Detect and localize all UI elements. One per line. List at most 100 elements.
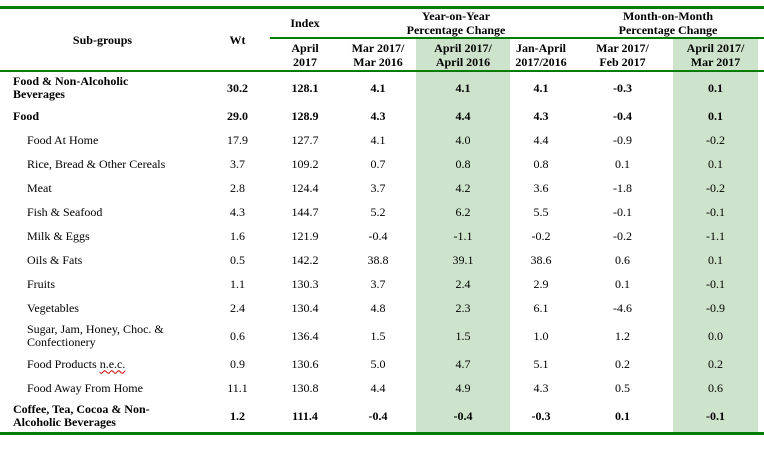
value-cell: -4.6 bbox=[613, 300, 632, 315]
value-cell: 109.2 bbox=[291, 156, 319, 171]
value-cell: 142.2 bbox=[291, 252, 319, 267]
value-cell: 3.6 bbox=[533, 180, 549, 195]
row-filler-cell bbox=[758, 152, 764, 176]
value-cell: 111.4 bbox=[292, 408, 318, 423]
value-cell: 5.2 bbox=[370, 204, 386, 219]
value-cell: 2.4 bbox=[230, 300, 245, 315]
value-cell: 1.0 bbox=[533, 328, 549, 343]
row-filler-cell bbox=[758, 200, 764, 224]
value-cell: 2.9 bbox=[533, 276, 549, 291]
column-header-april2017-april2016: April 2017/ April 2016 bbox=[416, 38, 510, 72]
value-cell: 3.7 bbox=[370, 276, 386, 291]
subgroup-name: Food & Non-Alcoholic bbox=[13, 74, 129, 88]
header-group-row: Sub-groups Wt Index Year-on-Year Percent… bbox=[0, 7, 764, 72]
value-cell: 3.7 bbox=[370, 180, 386, 195]
value-cell: 130.8 bbox=[291, 380, 319, 395]
column-header-april-2017: April 2017 bbox=[270, 38, 340, 72]
value-cell: 0.2 bbox=[673, 352, 758, 376]
value-cell: 0.5 bbox=[615, 380, 630, 395]
value-cell: 5.1 bbox=[533, 356, 549, 371]
subgroup-name-line2: Beverages bbox=[13, 87, 65, 101]
value-cell: -0.1 bbox=[673, 400, 758, 434]
value-cell: 38.8 bbox=[367, 252, 389, 267]
group-header-yoy-line1: Year-on-Year bbox=[421, 9, 491, 23]
value-cell: 0.8 bbox=[533, 156, 549, 171]
value-cell: 130.4 bbox=[291, 300, 319, 315]
table-row: Milk & Eggs 1.6 121.9 -0.4 -1.1 -0.2 -0.2 -1.1 bbox=[0, 224, 764, 248]
value-cell: 1.2 bbox=[615, 328, 630, 343]
value-cell: 128.9 bbox=[291, 108, 319, 123]
value-cell: 5.5 bbox=[533, 204, 549, 219]
value-cell: 0.8 bbox=[416, 152, 510, 176]
value-cell: -0.4 bbox=[368, 408, 388, 423]
value-cell: 128.1 bbox=[291, 80, 319, 95]
value-cell: 6.1 bbox=[533, 300, 549, 315]
group-header-mom-line2: Percentage Change bbox=[618, 23, 718, 37]
value-cell: 0.6 bbox=[615, 252, 630, 267]
value-cell: 2.4 bbox=[416, 272, 510, 296]
value-cell: 11.1 bbox=[227, 380, 248, 395]
value-cell: 1.5 bbox=[370, 328, 386, 343]
value-cell: 4.3 bbox=[230, 204, 245, 219]
subgroup-name-cell: Food & Non-Alcoholic Beverages bbox=[0, 71, 205, 104]
subgroup-name-cell: Fish & Seafood bbox=[0, 200, 205, 224]
value-cell: 4.1 bbox=[416, 71, 510, 104]
value-cell: 0.1 bbox=[673, 152, 758, 176]
subgroup-name: Food At Home bbox=[27, 132, 99, 147]
value-cell: 4.4 bbox=[416, 104, 510, 128]
value-cell: 130.3 bbox=[291, 276, 319, 291]
subgroup-name-cell: Food Away From Home bbox=[0, 376, 205, 400]
value-cell: 1.5 bbox=[416, 320, 510, 352]
header-subcolumn-row: April 2017 Mar 2017/ Mar 2016 April 2017… bbox=[0, 38, 764, 72]
subgroup-name-cell: Food bbox=[0, 104, 205, 128]
value-cell: 136.4 bbox=[291, 328, 319, 343]
value-cell: -1.1 bbox=[673, 224, 758, 248]
row-filler-cell bbox=[758, 352, 764, 376]
row-filler-cell bbox=[758, 400, 764, 434]
row-filler-cell bbox=[758, 320, 764, 352]
value-cell: -0.1 bbox=[673, 272, 758, 296]
value-cell: -0.2 bbox=[531, 228, 551, 243]
value-cell: -0.1 bbox=[673, 200, 758, 224]
value-cell: 29.0 bbox=[227, 108, 248, 123]
value-cell: 4.1 bbox=[370, 80, 386, 95]
table-row: Food At Home 17.9 127.7 4.1 4.0 4.4 -0.9 -0.2 bbox=[0, 128, 764, 152]
table-row: Vegetables 2.4 130.4 4.8 2.3 6.1 -4.6 -0.9 bbox=[0, 296, 764, 320]
subgroup-name: Food Products bbox=[27, 356, 97, 371]
value-cell: 4.9 bbox=[416, 376, 510, 400]
table-row: Food Products n.e.c. 0.9 130.6 5.0 4.7 5.1 0.2… bbox=[0, 352, 764, 376]
subgroup-name-cell: Milk & Eggs bbox=[0, 224, 205, 248]
value-cell: 30.2 bbox=[227, 80, 248, 95]
value-cell: 4.1 bbox=[370, 132, 386, 147]
value-cell: 1.6 bbox=[230, 228, 245, 243]
row-filler-cell bbox=[758, 376, 764, 400]
value-cell: -1.1 bbox=[416, 224, 510, 248]
subgroup-name: Food Away From Home bbox=[27, 380, 143, 395]
subgroup-name: Fish & Seafood bbox=[27, 204, 103, 219]
value-cell: 4.8 bbox=[370, 300, 386, 315]
value-cell: -0.4 bbox=[416, 400, 510, 434]
value-cell: 0.6 bbox=[230, 328, 245, 343]
value-cell: 2.3 bbox=[416, 296, 510, 320]
subgroup-name-cell: Food At Home bbox=[0, 128, 205, 152]
value-cell: 124.4 bbox=[291, 180, 319, 195]
value-cell: -0.2 bbox=[673, 176, 758, 200]
value-cell: 4.3 bbox=[533, 108, 549, 123]
group-header-index: Index bbox=[270, 7, 340, 39]
value-cell: 0.1 bbox=[615, 408, 630, 423]
cpi-subgroups-table: Sub-groups Wt Index Year-on-Year Percent… bbox=[0, 6, 764, 435]
subgroup-name: Oils & Fats bbox=[27, 252, 83, 267]
value-cell: 0.7 bbox=[370, 156, 386, 171]
subgroup-name: Meat bbox=[27, 180, 52, 195]
value-cell: 4.3 bbox=[533, 380, 549, 395]
value-cell: 127.7 bbox=[291, 132, 319, 147]
value-cell: 0.9 bbox=[230, 356, 245, 371]
subgroup-name: Coffee, Tea, Cocoa & Non- bbox=[13, 402, 150, 416]
group-header-mom-line1: Month-on-Month bbox=[622, 9, 713, 23]
value-cell: -1.8 bbox=[613, 180, 632, 195]
value-cell: 0.2 bbox=[615, 356, 630, 371]
column-header-april2017-mar2017: April 2017/ Mar 2017 bbox=[673, 38, 758, 72]
value-cell: 0.6 bbox=[673, 376, 758, 400]
table-row: Meat 2.8 124.4 3.7 4.2 3.6 -1.8 -0.2 bbox=[0, 176, 764, 200]
subgroup-name-cell: Sugar, Jam, Honey, Choc. & Confectionery bbox=[0, 320, 205, 352]
